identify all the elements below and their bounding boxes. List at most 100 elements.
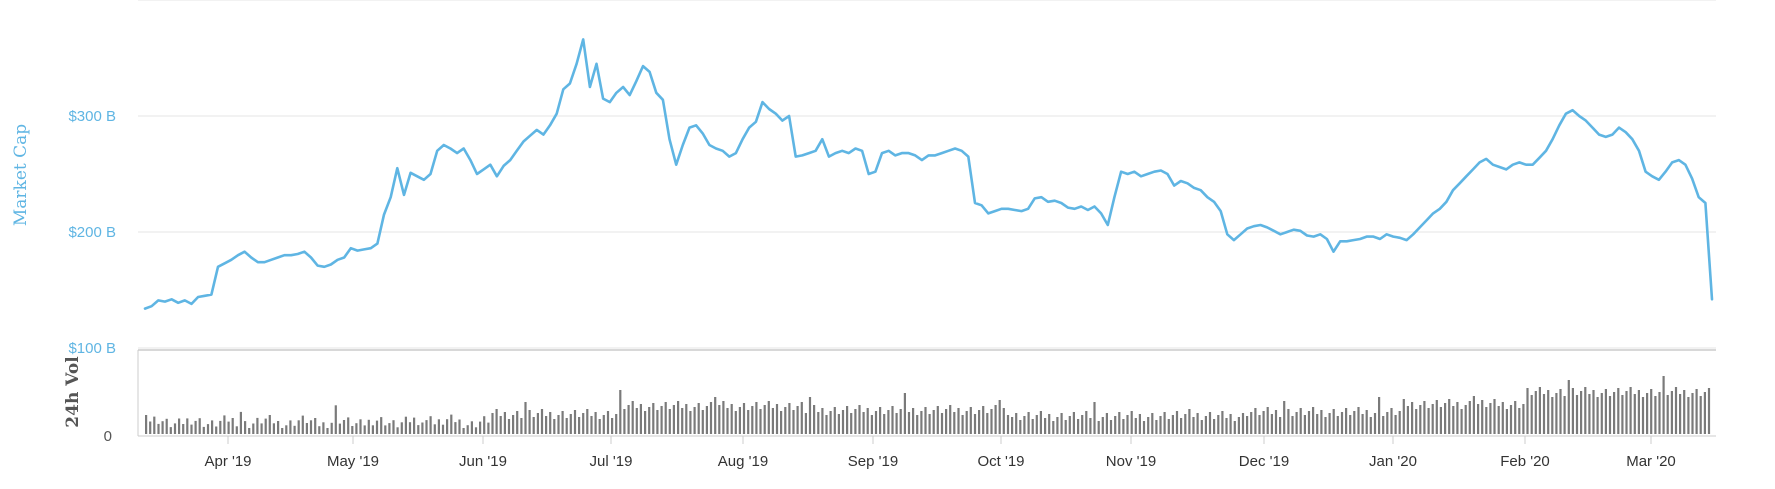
volume-bar [1530,395,1533,434]
volume-bar [767,401,770,434]
volume-bar [813,405,816,434]
volume-bar [606,411,610,434]
volume-bar [1077,419,1080,434]
volume-bar [1175,411,1179,434]
volume-bar [1608,396,1612,434]
volume-bar [1509,405,1513,434]
volume-bar [1575,395,1579,434]
volume-bar [623,409,626,434]
volume-bar [1402,399,1405,434]
volume-bar [182,424,185,434]
volume-bar [277,421,280,434]
volume-bar [314,418,317,434]
volume-bar [1584,387,1587,434]
volume-bar [1641,397,1645,434]
volume-bar [1534,391,1537,434]
volume-bar [1468,401,1471,434]
volume-bar [1456,402,1459,434]
volume-bar [507,419,511,434]
volume-bar [742,403,746,434]
volume-bar [1192,417,1195,434]
volume-bar [965,411,968,434]
volume-bar [1526,388,1529,434]
volume-bar [1237,417,1240,434]
volume-bar [1613,392,1616,434]
volume-bar [701,410,704,434]
volume-bar [747,410,750,434]
volume-bar [726,408,729,434]
volume-bar [590,416,593,434]
volume-bar [219,420,222,434]
x-tick-label: Apr '19 [204,453,251,470]
volume-bar [895,413,898,434]
volume-bar [1291,416,1294,434]
volume-bar [351,426,354,434]
gridlines [138,0,1716,349]
volume-bar [1435,400,1438,434]
volume-bar [1052,421,1055,434]
volume-bar [730,404,733,434]
volume-bar [293,425,296,434]
volume-bar [1213,419,1216,434]
volume-bar [1126,415,1129,434]
volume-bar [1316,414,1319,434]
volume-bar [573,410,577,434]
volume-bar [557,415,560,434]
volume-bar [516,411,519,434]
volume-bar [256,417,259,434]
volume-bar [458,419,461,434]
volume-bar [297,420,300,434]
volume-bar [639,404,642,434]
volume-bar [1060,413,1063,434]
volume-bar [1493,399,1496,434]
volume-bar [1687,397,1690,434]
volume-bar [1085,411,1088,434]
volume-bar [1497,406,1500,434]
volume-bar [1600,393,1603,434]
volume-bar [994,405,997,434]
volume-bar [1695,389,1698,434]
volume-bar [272,423,275,434]
volume-bar [1130,411,1133,434]
volume-bar [1419,405,1422,434]
volume-bar [285,425,288,434]
volume-bar [231,418,234,434]
volume-bar [1299,408,1302,434]
volume-bar [780,411,783,434]
volume-bar [326,428,329,434]
volume-bar [1019,420,1022,434]
volume-bar [788,403,791,434]
volume-bar [334,405,337,434]
volume-bar [1382,416,1385,434]
volume-bar [668,409,671,434]
volume-bar [1369,417,1372,434]
volume-bar [1547,390,1550,434]
volume-bar [318,426,321,434]
volume-bar [1571,388,1574,434]
volume-bar [883,414,886,434]
volume-bar [677,401,680,434]
volume-bar [1427,408,1430,434]
volume-bar [1699,396,1702,434]
volume-bar [763,405,766,434]
volume-bar [215,426,218,434]
volume-bar [1142,421,1146,434]
volume-bar [153,416,156,434]
volume-bar [524,402,527,434]
volume-bar [1068,416,1071,434]
volume-bar [846,406,849,434]
volume-bar [899,409,902,434]
volume-bar [268,415,271,434]
volume-bar [1295,412,1298,434]
y-tick-label: $100 B [68,340,116,357]
volume-bar [1373,413,1377,434]
volume-bar [1604,389,1607,434]
volume-bar [1328,413,1331,434]
x-tick-label: Mar '20 [1626,453,1676,470]
volume-bar [854,409,857,434]
volume-bar [1171,415,1174,434]
volume-bar [602,415,605,434]
volume-bar [375,420,379,434]
volume-bar [1006,415,1010,434]
volume-bar [644,411,647,434]
